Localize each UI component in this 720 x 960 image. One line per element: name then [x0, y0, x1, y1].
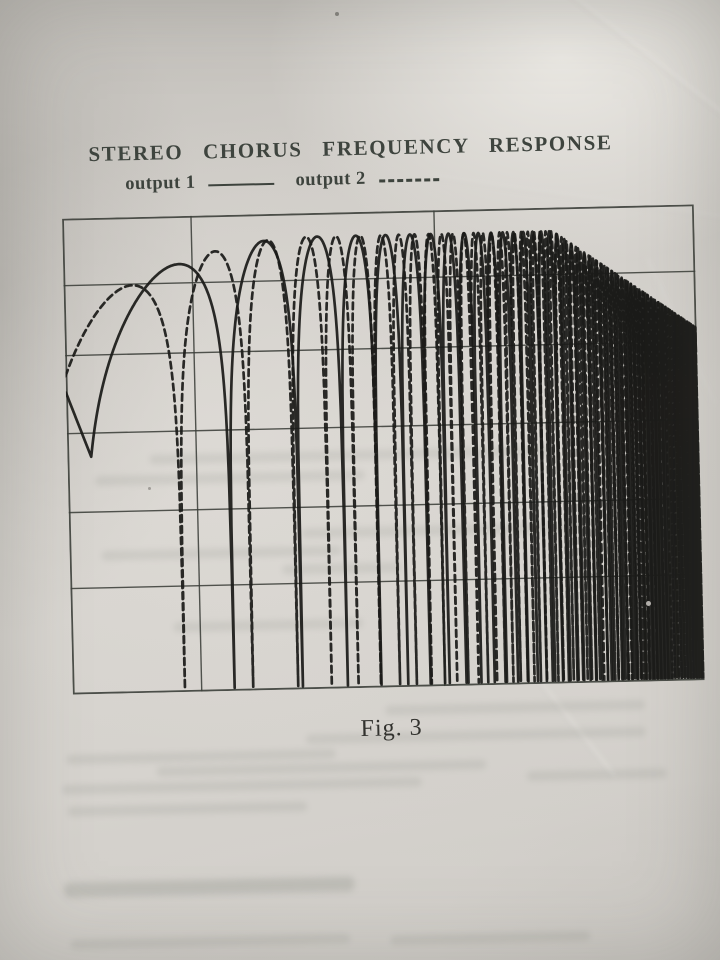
- output2-curve: [64, 229, 705, 691]
- paper-speck: [646, 601, 651, 606]
- paper-speck: [148, 487, 151, 490]
- bleedthrough-smudge: [67, 801, 308, 817]
- figure-caption: Fig. 3: [360, 714, 423, 743]
- bleedthrough-smudge: [156, 759, 487, 777]
- figure-title: STEREO CHORUS FREQUENCY RESPONSE: [88, 130, 613, 167]
- bleedthrough-smudge: [70, 933, 351, 950]
- paper-speck: [335, 12, 339, 16]
- legend-output2-label: output 2: [295, 168, 367, 191]
- bleedthrough-smudge: [526, 768, 667, 782]
- frequency-response-chart: [62, 204, 705, 695]
- response-chart-svg: [62, 204, 705, 695]
- bleedthrough-smudge: [61, 776, 422, 795]
- bleedthrough-smudge: [390, 930, 591, 946]
- bleedthrough-smudge: [66, 748, 337, 765]
- chart-legend: output 1 output 2: [125, 167, 439, 195]
- legend-output1-label: output 1: [125, 172, 196, 195]
- legend-output2-dashed-line-swatch: [378, 178, 439, 183]
- bleedthrough-heading-smudge: [64, 876, 355, 898]
- legend-output1-solid-line-swatch: [208, 182, 275, 186]
